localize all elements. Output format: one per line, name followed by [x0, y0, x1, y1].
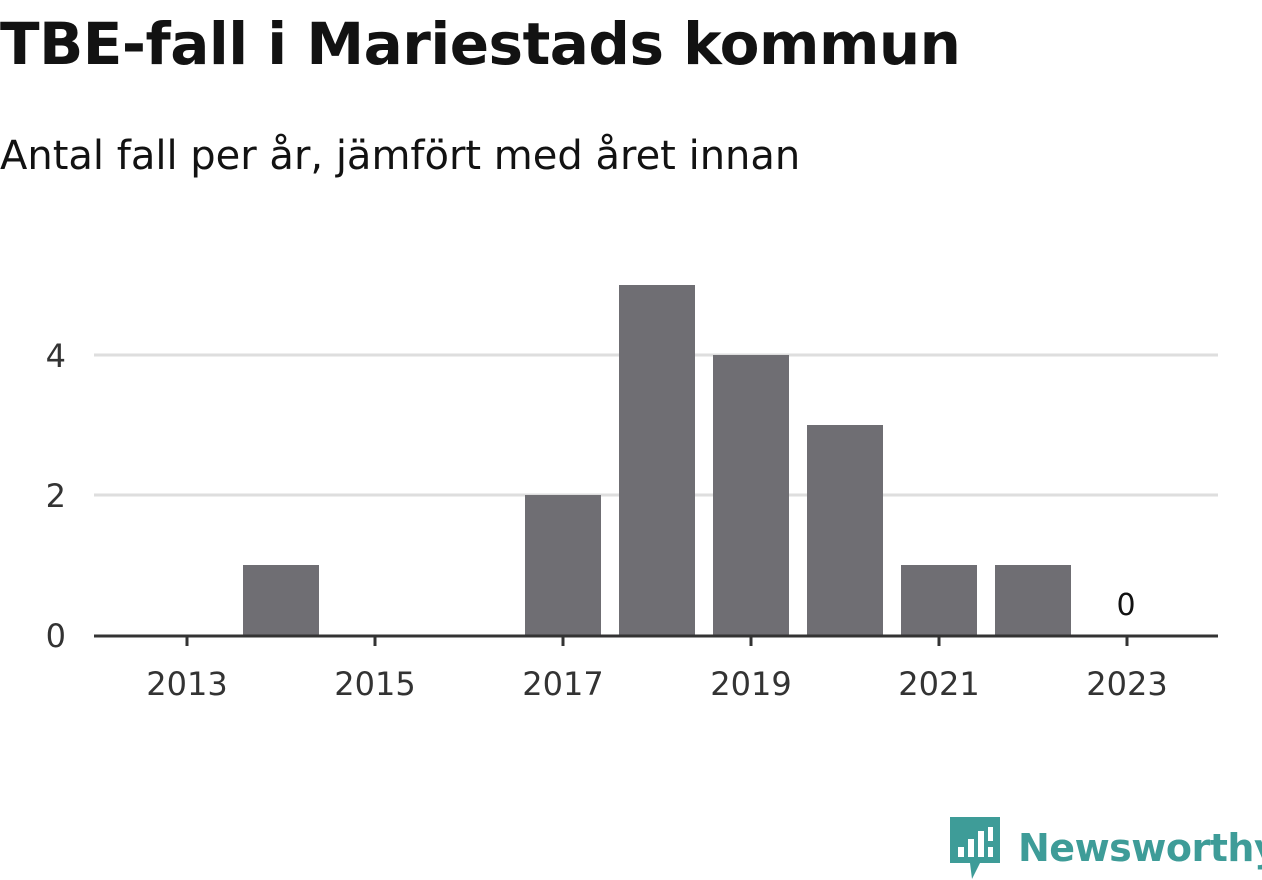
x-tick-label-2023: 2023 [1086, 665, 1167, 703]
y-tick-label-0: 0 [46, 617, 66, 655]
value-labels: 0 [1116, 588, 1135, 623]
bar-2017 [525, 495, 601, 635]
chart-subtitle: Antal fall per år, jämfört med året inna… [0, 133, 801, 179]
bar-2020 [807, 425, 883, 635]
brand-name: Newsworthy [1018, 826, 1262, 870]
x-tick-label-2017: 2017 [522, 665, 603, 703]
x-tick-label-2013: 2013 [146, 665, 227, 703]
brand-logo: Newsworthy [950, 816, 1262, 880]
x-tick-label-2021: 2021 [898, 665, 979, 703]
bars [243, 285, 1071, 635]
bar-2019 [713, 355, 789, 635]
y-tick-label-2: 2 [46, 477, 66, 515]
y-tick-label-4: 4 [46, 337, 66, 375]
value-label-2023: 0 [1116, 588, 1135, 623]
chart-title: TBE-fall i Mariestads kommun [0, 10, 961, 78]
newsworthy-logo-icon [950, 817, 1000, 879]
bar-2018 [619, 285, 695, 635]
y-axis-ticks: 0 2 4 [46, 337, 66, 655]
x-tick-label-2019: 2019 [710, 665, 791, 703]
bar-2022 [995, 565, 1071, 635]
bar-2021 [901, 565, 977, 635]
x-tick-label-2015: 2015 [334, 665, 415, 703]
bar-2014 [243, 565, 319, 635]
x-axis-ticks: 2013 2015 2017 2019 2021 2023 [146, 636, 1168, 703]
